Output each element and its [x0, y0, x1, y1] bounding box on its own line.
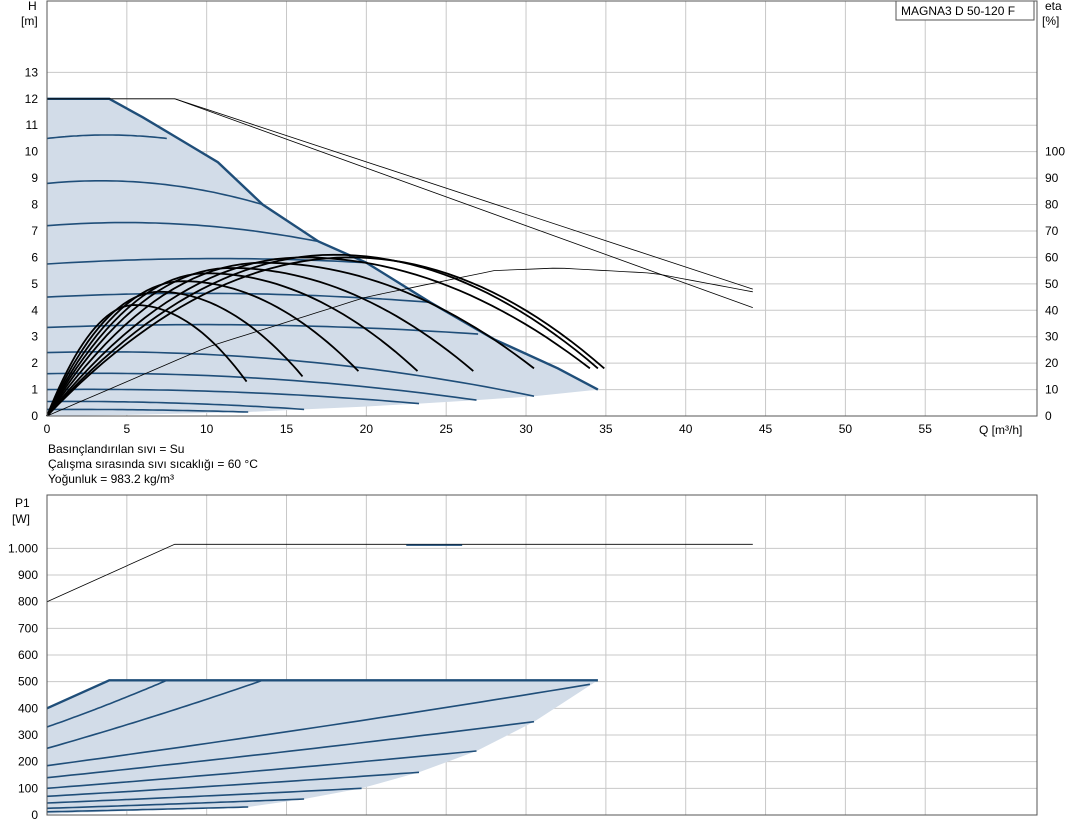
- head-y-tick-label: 1: [31, 383, 38, 397]
- eta-y-tick-label: 30: [1045, 330, 1059, 344]
- eta-curve: [46, 267, 474, 417]
- eta-curve: [46, 256, 591, 417]
- eta-y-title: eta: [1045, 0, 1062, 13]
- head-y-tick-label: 7: [31, 224, 38, 238]
- power-curve: [46, 806, 249, 813]
- head-y-tick-label: 6: [31, 250, 38, 264]
- head-chart-axes: 0 5 10 15 20 25 30 35 40 45 50 55012345678910111213…: [25, 0, 1065, 436]
- head-y-tick-label: 12: [25, 92, 39, 106]
- head-thin-line-2: [174, 98, 753, 290]
- head-speed-curve: [46, 372, 477, 401]
- power-curve: [46, 683, 591, 767]
- power-chart-axes: 0 100 200 300 400 500 600 700 800 900 1.000: [8, 494, 1038, 822]
- power-curve: [46, 787, 362, 804]
- head-y-tick-label: 8: [31, 198, 38, 212]
- eta-y-tick-label: 10: [1045, 383, 1059, 397]
- power-curve: [46, 798, 305, 810]
- power-thin-line: [46, 543, 753, 603]
- eta-curve: [46, 290, 304, 417]
- head-x-tick-label: 10: [200, 422, 214, 436]
- head-y-tick-label: 5: [31, 277, 38, 291]
- head-x-tick-label: 0: [44, 422, 51, 436]
- power-y-tick-label: 900: [18, 568, 38, 582]
- head-speed-curve: [46, 180, 263, 206]
- head-speed-curve: [46, 351, 535, 397]
- head-speed-curve: [47, 408, 249, 413]
- eta-y-tick-label: 50: [1045, 277, 1059, 291]
- head-x-tick-label: 30: [519, 422, 533, 436]
- head-speed-curve: [46, 221, 319, 243]
- power-y-tick-label: 500: [18, 675, 38, 689]
- head-x-tick-label: 50: [839, 422, 853, 436]
- head-y-tick-label: 11: [26, 118, 39, 132]
- eta-y-unit: [%]: [1042, 14, 1059, 28]
- power-frame: [46, 494, 1038, 816]
- head-y-tick-label: 10: [25, 145, 39, 159]
- power-y-tick-label: 300: [18, 728, 38, 742]
- head-y-tick-label: 9: [31, 171, 38, 185]
- head-x-tick-label: 15: [280, 422, 294, 436]
- head-y-tick-label: 3: [31, 330, 38, 344]
- head-frame: [46, 0, 1038, 417]
- power-y-tick-label: 0: [31, 808, 38, 822]
- head-y-title: H: [28, 0, 37, 13]
- eta-y-tick-label: 0: [1045, 409, 1052, 423]
- head-max-curve: [47, 97, 599, 391]
- power-y-tick-label: 400: [18, 701, 38, 715]
- model-box: [895, 0, 1035, 21]
- eta-y-tick-label: 20: [1045, 356, 1059, 370]
- density-label: Yoğunluk = 983.2 kg/m³: [48, 472, 174, 486]
- power-y-title: P1: [15, 496, 30, 510]
- head-chart-plot: [46, 97, 753, 417]
- eta-y-tick-label: 100: [1045, 145, 1065, 159]
- head-x-tick-label: 25: [440, 422, 454, 436]
- model-label: MAGNA3 D 50-120 F: [901, 4, 1015, 18]
- power-y-tick-label: 1.000: [8, 541, 38, 555]
- temperature-label: Çalışma sırasında sıvı sıcaklığı = 60 °C: [48, 457, 258, 471]
- head-speed-curve: [46, 292, 431, 304]
- power-chart-plot: [46, 543, 753, 814]
- eta-y-tick-label: 90: [1045, 171, 1059, 185]
- power-curve: [46, 679, 263, 750]
- head-y-tick-label: 13: [25, 65, 39, 79]
- head-x-tick-label: 45: [759, 422, 773, 436]
- fluid-label: Basınçlandırılan sıvı = Su: [48, 442, 185, 456]
- power-y-tick-label: 600: [18, 648, 38, 662]
- head-x-tick-label: 40: [679, 422, 693, 436]
- eta-curve: [46, 253, 599, 417]
- eta-y-tick-label: 40: [1045, 303, 1059, 317]
- power-curve: [46, 750, 477, 790]
- power-y-tick-label: 100: [18, 781, 38, 795]
- power-y-unit: [W]: [12, 512, 30, 526]
- power-curve: [46, 679, 168, 728]
- power-curve: [46, 720, 535, 779]
- head-x-tick-label: 20: [360, 422, 374, 436]
- eta-curve: [46, 256, 605, 417]
- head-x-label: Q [m³/h]: [979, 423, 1022, 437]
- head-y-tick-label: 0: [31, 409, 38, 423]
- head-y-tick-label: 4: [31, 303, 38, 317]
- head-y-unit: [m]: [21, 14, 38, 28]
- power-curve: [46, 771, 420, 798]
- eta-y-tick-label: 70: [1045, 224, 1059, 238]
- head-x-tick-label: 5: [123, 422, 130, 436]
- power-y-tick-label: 200: [18, 755, 38, 769]
- power-y-tick-label: 700: [18, 621, 38, 635]
- power-y-tick-label: 800: [18, 595, 38, 609]
- head-speed-curve: [46, 323, 479, 335]
- head-x-tick-label: 55: [919, 422, 933, 436]
- eta-y-tick-label: 80: [1045, 198, 1059, 212]
- head-speed-curve: [46, 134, 167, 140]
- power-max-curve: [46, 679, 598, 710]
- conditions-block: Basınçlandırılan sıvı = Su Çalışma sıras…: [48, 442, 258, 487]
- head-y-tick-label: 2: [31, 356, 38, 370]
- eta-y-tick-label: 60: [1045, 250, 1059, 264]
- head-x-tick-label: 35: [599, 422, 613, 436]
- head-speed-curve: [46, 400, 305, 411]
